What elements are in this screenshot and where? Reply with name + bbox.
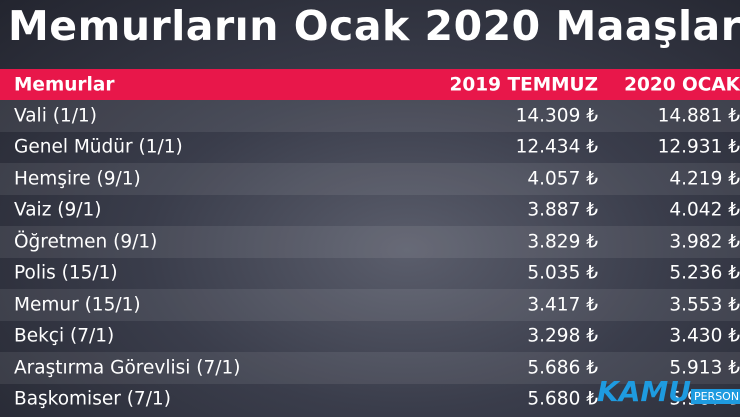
position-cell: Bekçi (7/1) (14, 325, 115, 347)
position-cell: Vaiz (9/1) (14, 199, 102, 221)
logo: KAMUPERSONEL (597, 375, 740, 408)
salary-cell: 5.686 ₺ (527, 357, 598, 379)
salary-cell: 5.913 ₺ (669, 357, 740, 379)
salary-cell: 4.219 ₺ (669, 168, 740, 190)
table-row: Genel Müdür (1/1) 12.434 ₺ 12.931 ₺ (0, 132, 740, 164)
salary-cell: 3.417 ₺ (527, 294, 598, 316)
title: Memurların Ocak 2020 Maaşları (8, 2, 740, 50)
table-row: Bekçi (7/1) 3.298 ₺ 3.430 ₺ (0, 321, 740, 353)
table-row: Araştırma Görevlisi (7/1) 5.686 ₺ 5.913 ₺ (0, 352, 740, 384)
header-row: Memurlar 2019 TEMMUZ 2020 OCAK (0, 69, 740, 100)
table-row: Vali (1/1) 14.309 ₺ 14.881 ₺ (0, 100, 740, 132)
header-cell: 2019 TEMMUZ (449, 74, 598, 95)
header-cell: Memurlar (14, 74, 115, 95)
salary-cell: 14.309 ₺ (515, 105, 598, 127)
logo-sub: PERSONEL (690, 389, 740, 404)
salary-cell: 3.553 ₺ (669, 294, 740, 316)
salary-cell: 5.680 ₺ (527, 388, 598, 410)
salary-cell: 5.035 ₺ (527, 262, 598, 284)
position-cell: Hemşire (9/1) (14, 168, 141, 190)
salary-cell: 3.829 ₺ (527, 231, 598, 253)
table-row: Başkomiser (7/1)5.680 ₺5.907 ₺ (0, 384, 740, 416)
salary-cell: 12.434 ₺ (515, 136, 598, 158)
salary-cell: 5.236 ₺ (669, 262, 740, 284)
salary-cell: 3.430 ₺ (669, 325, 740, 347)
salary-table: Memurlar 2019 TEMMUZ 2020 OCAK Vali (1/1) 14… (0, 69, 740, 415)
salary-cell: 4.057 ₺ (527, 168, 598, 190)
salary-cell: 3.982 ₺ (669, 231, 740, 253)
table-row: Öğretmen (9/1) 3.829 ₺ 3.982 ₺ (0, 226, 740, 258)
position-cell: Araştırma Görevlisi (7/1) (14, 357, 241, 379)
salary-cell: 3.298 ₺ (527, 325, 598, 347)
table-row: Polis (15/1) 5.035 ₺ 5.236 ₺ (0, 258, 740, 290)
position-cell: Vali (1/1) (14, 105, 97, 127)
logo-main: KAMU (597, 375, 691, 408)
position-cell: Öğretmen (9/1) (14, 231, 158, 253)
salary-cell: 3.887 ₺ (527, 199, 598, 221)
salary-cell: 12.931 ₺ (657, 136, 740, 158)
table-row: Memur (15/1) 3.417 ₺ 3.553 ₺ (0, 289, 740, 321)
position-cell: Başkomiser (7/1) (14, 388, 171, 410)
position-cell: Genel Müdür (1/1) (14, 136, 183, 158)
header-cell: 2020 OCAK (624, 74, 740, 95)
position-cell: Memur (15/1) (14, 294, 141, 316)
table-row: Vaiz (9/1) 3.887 ₺ 4.042 ₺ (0, 195, 740, 227)
position-cell: Polis (15/1) (14, 262, 118, 284)
table-row: Hemşire (9/1) 4.057 ₺ 4.219 ₺ (0, 163, 740, 195)
salary-cell: 4.042 ₺ (669, 199, 740, 221)
salary-cell: 14.881 ₺ (657, 105, 740, 127)
